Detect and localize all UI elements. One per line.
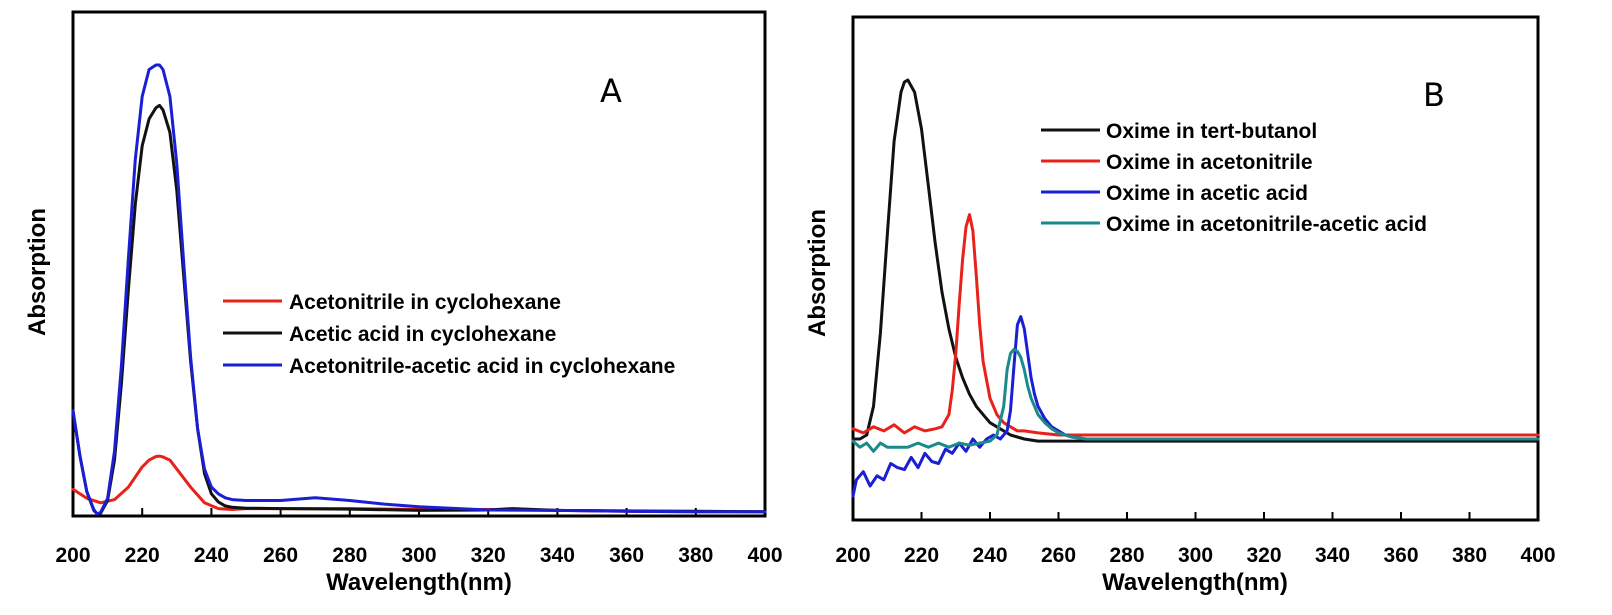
x-tick-label-260: 260 <box>1041 544 1076 567</box>
x-tick-label-200: 200 <box>835 544 870 567</box>
legend-label-oxime-tert-butanol: Oxime in tert-butanol <box>1106 120 1317 143</box>
series-line-oxime-in-acetic-acid <box>851 315 1540 498</box>
x-tick-label-220: 220 <box>125 544 160 567</box>
x-tick-label-260: 260 <box>263 544 298 567</box>
legend-label-acetic-acid-cyclohexane: Acetic acid in cyclohexane <box>289 323 556 346</box>
legend-label-acetonitrile-acetic-acid-cyclohexane: Acetonitrile-acetic acid in cyclohexane <box>289 355 675 378</box>
x-tick-label-360: 360 <box>1383 544 1418 567</box>
panel-a-plot-frame <box>71 10 767 518</box>
x-tick-label-200: 200 <box>55 544 90 567</box>
x-tick-label-340: 340 <box>540 544 575 567</box>
x-tick-label-340: 340 <box>1315 544 1350 567</box>
panel-a-x-ticks: 200 220 240 260 280 300 320 340 360 380 400 <box>55 508 783 567</box>
x-tick-label-400: 400 <box>1520 544 1555 567</box>
x-tick-label-320: 320 <box>471 544 506 567</box>
x-tick-label-280: 280 <box>1109 544 1144 567</box>
x-tick-label-220: 220 <box>904 544 939 567</box>
panel-b-series <box>851 78 1540 498</box>
x-tick-label-240: 240 <box>194 544 229 567</box>
panel-a-label: A <box>600 72 622 110</box>
panel-b-label: B <box>1423 76 1445 114</box>
x-tick-label-240: 240 <box>972 544 1007 567</box>
series-line-oxime-in-acetonitrile-acetic-acid <box>851 347 1540 453</box>
x-tick-label-280: 280 <box>332 544 367 567</box>
x-tick-label-300: 300 <box>1178 544 1213 567</box>
series-line-oxime-in-tert-butanol <box>851 78 1540 443</box>
series-line-acetonitrile-in-cyclohexane <box>71 454 767 514</box>
panel-a-y-axis-label: Absorption <box>24 208 51 336</box>
panel-a: 200 220 240 260 280 300 320 340 360 380 400 A Wave… <box>24 10 783 596</box>
x-tick-label-360: 360 <box>609 544 644 567</box>
panel-b: 200 220 240 260 280 300 320 340 360 380 400 B Wave… <box>804 15 1556 596</box>
panel-a-x-axis-label: Wavelength(nm) <box>326 569 512 596</box>
panel-b-legend: Oxime in tert-butanol Oxime in acetonitr… <box>1041 120 1427 236</box>
x-tick-label-380: 380 <box>1452 544 1487 567</box>
legend-label-acetonitrile-cyclohexane: Acetonitrile in cyclohexane <box>289 291 561 314</box>
x-tick-label-320: 320 <box>1246 544 1281 567</box>
x-tick-label-380: 380 <box>678 544 713 567</box>
panel-b-x-ticks: 200 220 240 260 280 300 320 340 360 380 400 <box>835 512 1556 567</box>
panel-a-legend: Acetonitrile in cyclohexane Acetic acid … <box>223 291 675 378</box>
x-tick-label-400: 400 <box>747 544 782 567</box>
x-tick-label-300: 300 <box>401 544 436 567</box>
series-line-oxime-in-acetonitrile <box>851 213 1540 437</box>
legend-label-oxime-acetic-acid: Oxime in acetic acid <box>1106 182 1308 205</box>
panel-b-y-axis-label: Absorption <box>804 209 831 337</box>
legend-label-oxime-acetonitrile-acetic-acid: Oxime in acetonitrile-acetic acid <box>1106 213 1427 236</box>
legend-label-oxime-acetonitrile: Oxime in acetonitrile <box>1106 151 1313 174</box>
series-line-acetonitrile-acetic-acid-in-cyclohexane <box>71 63 767 516</box>
panel-b-x-axis-label: Wavelength(nm) <box>1102 569 1288 596</box>
panel-a-series <box>71 63 767 516</box>
